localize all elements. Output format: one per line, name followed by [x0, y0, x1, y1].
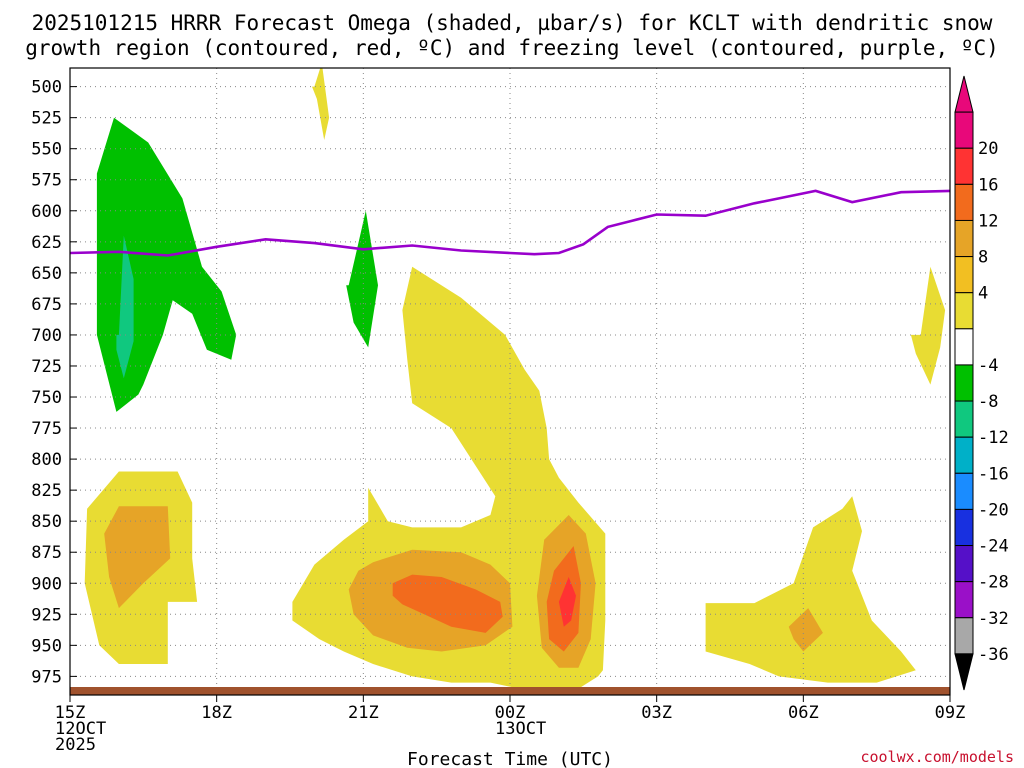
chart-title-line-2: growth region (contoured, red, ºC) and f… [25, 36, 999, 60]
colorbar-label-4: 4 [978, 284, 988, 304]
omega-region-0 [96, 117, 237, 412]
y-tick-label-925: 925 [31, 605, 62, 625]
y-tick-label-850: 850 [31, 512, 62, 532]
colorbar-top-arrow [954, 75, 974, 113]
colorbar-bin-11 [954, 472, 974, 510]
colorbar-bin-7 [954, 328, 974, 366]
ground-bar [70, 687, 950, 695]
colorbar-bin-4 [954, 219, 974, 258]
y-tick-label-650: 650 [31, 264, 62, 284]
x-tick-label-33-0: 09Z [935, 703, 966, 723]
y-axis: 500 525 550 575 600 625 650 675 700 725 750 775 800 8… [31, 78, 77, 687]
grid-lines [69, 68, 951, 695]
y-tick-label-950: 950 [31, 636, 62, 656]
colorbar-label-2: 12 [978, 211, 998, 231]
colorbar-label-10: -24 [978, 537, 1009, 557]
x-tick-label-24-1: 13OCT [495, 719, 546, 739]
freezing-level-line [69, 189, 951, 257]
chart-title-line-1: 2025101215 HRRR Forecast Omega (shaded, … [32, 11, 993, 35]
omega-region-13 [788, 608, 823, 652]
colorbar-label-5: -4 [978, 356, 998, 376]
y-tick-label-675: 675 [31, 295, 62, 315]
x-axis-title: Forecast Time (UTC) [407, 749, 613, 768]
omega-region-1 [116, 235, 134, 379]
colorbar-bin-3 [954, 183, 974, 221]
colorbar-label-11: -28 [978, 573, 1009, 593]
colorbar-bin-6 [954, 292, 974, 330]
colorbar-bin-10 [954, 436, 974, 474]
x-tick-label-30-0: 06Z [788, 703, 819, 723]
omega-region-12 [705, 496, 916, 683]
colorbar-bin-1 [954, 111, 974, 149]
colorbar-bin-13 [954, 545, 974, 583]
x-tick-label-18-0: 18Z [201, 703, 232, 723]
y-tick-label-875: 875 [31, 543, 62, 563]
y-tick-label-825: 825 [31, 481, 62, 501]
omega-region-6 [392, 574, 503, 633]
y-tick-label-900: 900 [31, 574, 62, 594]
y-tick-label-525: 525 [31, 109, 62, 129]
omega-region-2 [346, 210, 378, 348]
omega-shading [84, 68, 946, 689]
y-tick-label-575: 575 [31, 171, 62, 191]
colorbar-label-3: 8 [978, 248, 988, 268]
y-tick-label-750: 750 [31, 388, 62, 408]
x-tick-label-27-0: 03Z [641, 703, 672, 723]
x-tick-label-24-0: 00Z [495, 703, 526, 723]
colorbar-bin-2 [954, 147, 974, 185]
colorbar-label-12: -32 [978, 609, 1009, 629]
colorbar-label-13: -36 [978, 645, 1009, 665]
y-tick-label-500: 500 [31, 78, 62, 98]
y-tick-label-800: 800 [31, 450, 62, 470]
x-tick-label-21-0: 21Z [348, 703, 379, 723]
y-tick-label-600: 600 [31, 202, 62, 222]
colorbar-bin-8 [954, 364, 974, 402]
colorbar: 20 16 12 8 4 -4 -8 -12 -16 -20 -24 -28 -32 -36 [954, 75, 1009, 691]
colorbar-label-1: 16 [978, 175, 998, 195]
colorbar-bin-14 [954, 581, 974, 619]
y-tick-label-700: 700 [31, 326, 62, 346]
omega-region-9 [558, 577, 576, 627]
x-tick-label-15-0: 15Z [55, 703, 86, 723]
x-tick-label-15-1: 12OCT [55, 719, 106, 739]
omega-region-3 [312, 68, 330, 140]
colorbar-bin-9 [954, 400, 974, 438]
colorbar-label-6: -8 [978, 392, 998, 412]
colorbar-label-0: 20 [978, 139, 998, 159]
colorbar-bin-15 [954, 617, 974, 655]
colorbar-label-7: -12 [978, 428, 1009, 448]
y-tick-label-775: 775 [31, 419, 62, 439]
colorbar-label-9: -20 [978, 500, 1009, 520]
y-tick-label-975: 975 [31, 667, 62, 687]
colorbar-bin-5 [954, 256, 974, 294]
colorbar-bottom-arrow [954, 653, 974, 691]
watermark: coolwx.com/models [860, 748, 1014, 766]
omega-region-11 [104, 506, 171, 609]
omega-region-14 [910, 266, 946, 385]
x-tick-label-15-2: 2025 [55, 735, 96, 755]
y-tick-label-550: 550 [31, 140, 62, 160]
colorbar-label-8: -16 [978, 464, 1009, 484]
colorbar-bin-12 [954, 508, 974, 547]
y-tick-label-725: 725 [31, 357, 62, 377]
y-tick-label-625: 625 [31, 233, 62, 253]
